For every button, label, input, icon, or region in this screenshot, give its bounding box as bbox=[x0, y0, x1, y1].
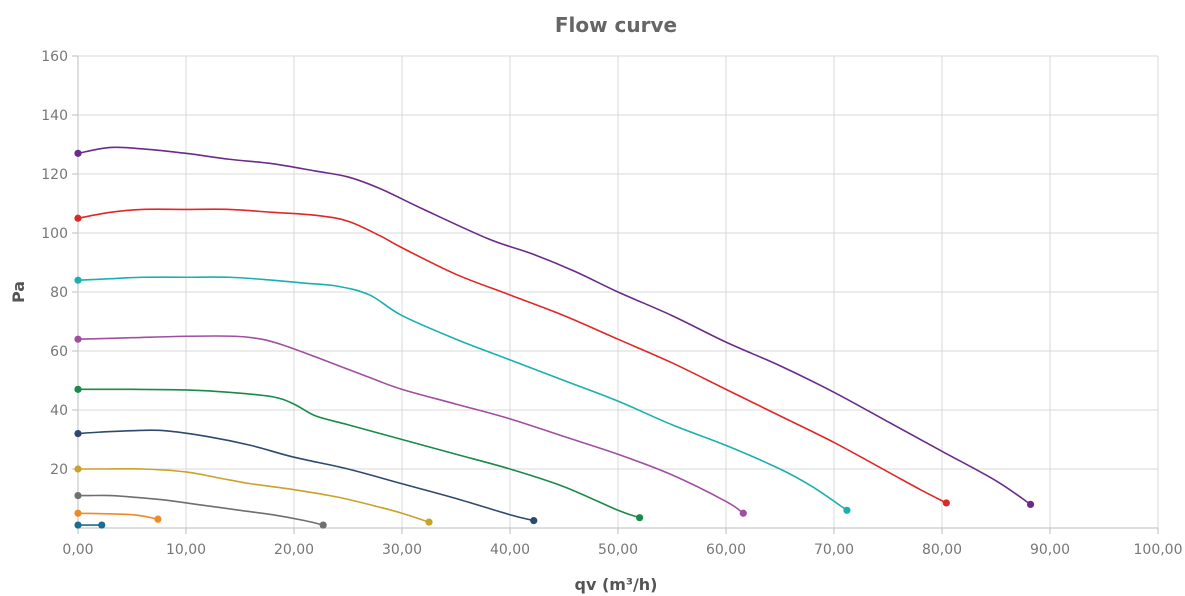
series-line-3 bbox=[77, 494, 324, 526]
series-start-point bbox=[74, 149, 82, 157]
series-line-5 bbox=[77, 429, 534, 522]
series-start-point bbox=[74, 214, 82, 222]
y-tick-label: 40 bbox=[50, 403, 68, 419]
series-end-point bbox=[942, 499, 950, 507]
series-line-2 bbox=[77, 512, 159, 520]
series-end-point bbox=[154, 515, 162, 523]
series-end-point bbox=[1026, 500, 1035, 508]
x-tick-label: 60,00 bbox=[706, 542, 746, 558]
series-start-point bbox=[74, 509, 82, 517]
series-start-point bbox=[74, 521, 82, 529]
series-start-point bbox=[74, 276, 82, 284]
x-tick-label: 20,00 bbox=[274, 542, 314, 558]
y-tick-label: 100 bbox=[41, 226, 68, 242]
series-end-point bbox=[739, 509, 747, 517]
chart-title: Flow curve bbox=[555, 13, 677, 37]
series-start-point bbox=[74, 430, 82, 438]
series-end-point bbox=[425, 518, 433, 526]
x-tick-label: 10,00 bbox=[166, 542, 206, 558]
series-line-7 bbox=[77, 335, 744, 514]
y-tick-label: 140 bbox=[41, 108, 68, 124]
series-line-9 bbox=[77, 208, 947, 504]
series-start-point bbox=[74, 465, 82, 473]
y-tick-label: 160 bbox=[41, 49, 68, 65]
x-tick-label: 0,00 bbox=[62, 542, 93, 558]
x-tick-label: 30,00 bbox=[382, 542, 422, 558]
x-tick-label: 40,00 bbox=[490, 542, 530, 558]
y-tick-label: 120 bbox=[41, 167, 68, 183]
x-tick-label: 50,00 bbox=[598, 542, 638, 558]
x-tick-label: 70,00 bbox=[814, 542, 854, 558]
series-layer bbox=[74, 146, 1035, 529]
series-end-point bbox=[98, 521, 106, 529]
series-line-6 bbox=[77, 388, 640, 519]
y-tick-label: 80 bbox=[50, 285, 68, 301]
series-start-point bbox=[74, 491, 82, 500]
y-tick-label: 60 bbox=[50, 344, 68, 360]
y-axis-title: Pa bbox=[9, 281, 28, 303]
series-end-point bbox=[636, 514, 644, 522]
series-line-8 bbox=[77, 276, 848, 511]
series-line-4 bbox=[78, 467, 430, 523]
axis-layer: 0,00 10,00 20,00 30,00 40,00 50,00 60,00 70,00 8… bbox=[41, 49, 1182, 558]
x-tick-label: 80,00 bbox=[922, 542, 962, 558]
series-end-point bbox=[530, 517, 538, 525]
x-axis-title: qv (m³/h) bbox=[575, 575, 658, 594]
x-tick-label: 100,00 bbox=[1134, 542, 1183, 558]
y-tick-label: 20 bbox=[50, 462, 68, 478]
series-line-10 bbox=[77, 146, 1032, 506]
series-start-point bbox=[74, 335, 82, 343]
series-start-point bbox=[74, 385, 82, 393]
series-end-point bbox=[843, 506, 851, 514]
grid-layer bbox=[77, 55, 1159, 528]
x-tick-label: 90,00 bbox=[1030, 542, 1070, 558]
series-end-point bbox=[319, 521, 327, 529]
